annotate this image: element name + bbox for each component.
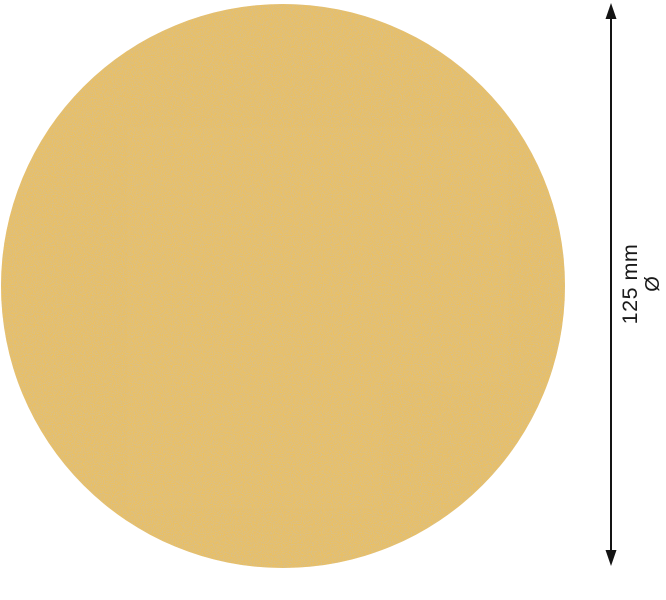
sanding-disc-grain — [1, 4, 565, 568]
dimension-label: 125 mm Ø — [618, 234, 664, 334]
dimension-value: 125 mm — [617, 243, 642, 325]
sanding-disc — [1, 4, 565, 568]
diameter-symbol: Ø — [641, 276, 664, 292]
dimension-arrow-icon — [605, 3, 617, 566]
dimension-arrowhead-bottom — [605, 550, 617, 566]
dimension-arrowhead-top — [605, 3, 617, 19]
